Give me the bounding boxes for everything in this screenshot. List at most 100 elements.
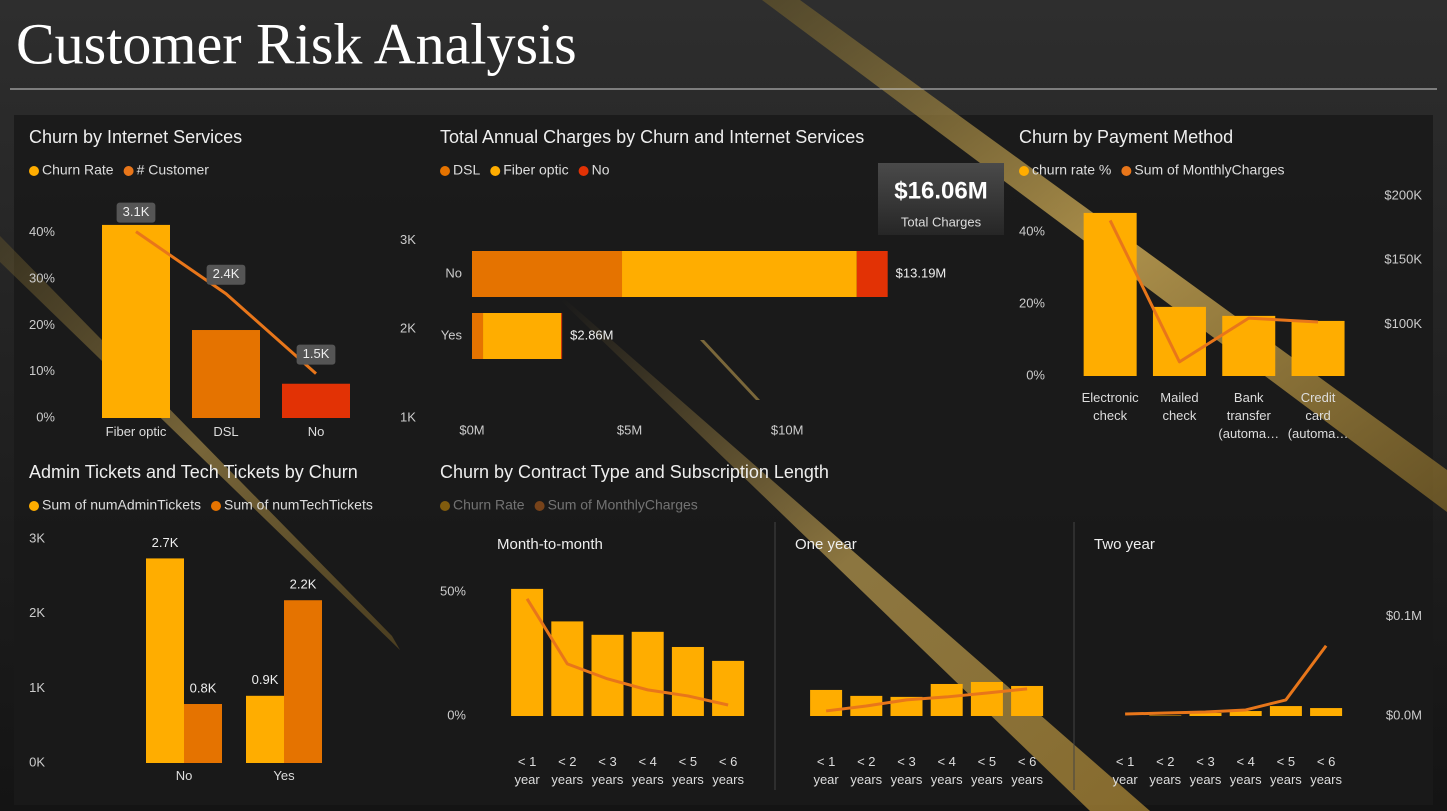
- legend-label: Sum of MonthlyCharges: [1134, 162, 1284, 178]
- legend-label: Churn Rate: [42, 162, 114, 178]
- bar-segment: [472, 313, 484, 359]
- legend-label: Fiber optic: [503, 162, 568, 178]
- kpi-label: Total Charges: [901, 214, 982, 229]
- chart-title: Churn by Payment Method: [1019, 127, 1233, 147]
- value-label: 3.1K: [123, 204, 150, 219]
- bar: [511, 588, 544, 716]
- legend-marker: [1121, 166, 1132, 176]
- x-tick-label: < 4 years: [1229, 754, 1262, 787]
- bar: [1152, 306, 1206, 376]
- y-tick-label: 1K: [29, 680, 45, 695]
- bar: [712, 660, 745, 716]
- x-tick-label: Credit card (automa…: [1287, 390, 1349, 441]
- chart-title: Churn by Contract Type and Subscription …: [440, 462, 829, 482]
- legend-marker: [534, 501, 545, 511]
- bar: [1083, 212, 1137, 376]
- x-tick-label: $0M: [459, 422, 484, 437]
- y-tick-label: 0%: [447, 707, 466, 722]
- bar: [810, 689, 843, 716]
- y2-tick-label: 1K: [400, 409, 416, 424]
- bar-segment: [856, 251, 888, 297]
- bar-segment: [622, 251, 857, 297]
- decor-stripe: [700, 340, 760, 400]
- value-label: 2.7K: [152, 535, 179, 550]
- y2-tick-label: $150K: [1384, 252, 1422, 267]
- bar: [1222, 315, 1276, 376]
- x-tick-label: < 1 year: [1112, 754, 1138, 787]
- y2-tick-label: $0.1M: [1386, 608, 1422, 623]
- bar: [246, 695, 284, 763]
- bar: [631, 631, 664, 716]
- bar-segment: [561, 313, 563, 359]
- y-tick-label: 2K: [29, 605, 45, 620]
- bar: [192, 330, 260, 418]
- chart-title: Admin Tickets and Tech Tickets by Churn: [29, 462, 358, 482]
- y-tick-label: No: [445, 265, 462, 280]
- x-tick-label: < 5 years: [970, 754, 1003, 787]
- legend-label: No: [592, 162, 610, 178]
- panel-title: One year: [795, 536, 857, 553]
- panel-title: Month-to-month: [497, 536, 603, 553]
- legend-marker: [210, 501, 221, 511]
- chart-title: Churn by Internet Services: [29, 127, 242, 147]
- x-tick-label: Yes: [273, 768, 295, 783]
- y-tick-label: 30%: [29, 271, 55, 286]
- bar: [1310, 708, 1343, 716]
- value-label: 0.8K: [190, 680, 217, 695]
- y2-tick-label: $100K: [1384, 316, 1422, 331]
- y-tick-label: 0%: [36, 409, 55, 424]
- total-label: $13.19M: [896, 265, 947, 280]
- legend-label: DSL: [453, 162, 480, 178]
- x-tick-label: $5M: [617, 422, 642, 437]
- x-tick-label: < 3 years: [591, 754, 624, 787]
- value-label: 2.2K: [290, 577, 317, 592]
- x-tick-label: < 2 years: [551, 754, 584, 787]
- bar: [1291, 320, 1345, 376]
- bar: [284, 600, 322, 763]
- x-tick-label: < 3 years: [890, 754, 923, 787]
- y-tick-label: 10%: [29, 363, 55, 378]
- x-tick-label: < 6 years: [1310, 754, 1342, 787]
- bar-segment: [472, 251, 623, 297]
- bar: [671, 646, 704, 716]
- total-label: $2.86M: [570, 327, 613, 342]
- x-tick-label: $10M: [771, 422, 804, 437]
- legend-marker: [578, 166, 589, 176]
- bar: [146, 558, 184, 763]
- bar: [1229, 711, 1262, 716]
- x-tick-label: Bank transfer (automa…: [1218, 390, 1280, 441]
- bar: [282, 383, 350, 418]
- x-tick-label: No: [175, 768, 193, 783]
- legend-marker: [123, 166, 134, 176]
- x-tick-label: < 1 year: [514, 754, 540, 787]
- kpi-value: $16.06M: [894, 177, 987, 204]
- x-tick-label: Mailed check: [1160, 390, 1199, 423]
- y-tick-label: 0K: [29, 754, 45, 769]
- value-label-box: [206, 264, 246, 285]
- x-tick-label: < 5 years: [1269, 754, 1302, 787]
- y2-tick-label: $200K: [1384, 187, 1422, 202]
- bar: [970, 681, 1003, 716]
- legend-marker: [29, 501, 39, 511]
- x-tick-label: Electronic check: [1081, 390, 1139, 423]
- bar: [1189, 713, 1222, 716]
- x-tick-label: < 6 years: [712, 754, 744, 787]
- decor-stripe: [0, 236, 400, 650]
- legend-label: # Customer: [137, 162, 210, 178]
- legend-label: Churn Rate: [453, 497, 525, 513]
- panel-title: Two year: [1094, 536, 1155, 553]
- legend-label: Sum of MonthlyCharges: [548, 497, 698, 513]
- legend-marker: [440, 166, 450, 176]
- line: [825, 687, 1028, 713]
- x-tick-label: < 4 years: [631, 754, 664, 787]
- line: [135, 230, 317, 375]
- x-tick-label: < 1 year: [813, 754, 839, 787]
- page-title: Customer Risk Analysis: [16, 11, 577, 76]
- line: [525, 598, 729, 707]
- value-label-box: [116, 202, 156, 223]
- y2-tick-label: 3K: [400, 232, 416, 247]
- y2-tick-label: $0.0M: [1386, 707, 1422, 722]
- line: [1125, 644, 1328, 716]
